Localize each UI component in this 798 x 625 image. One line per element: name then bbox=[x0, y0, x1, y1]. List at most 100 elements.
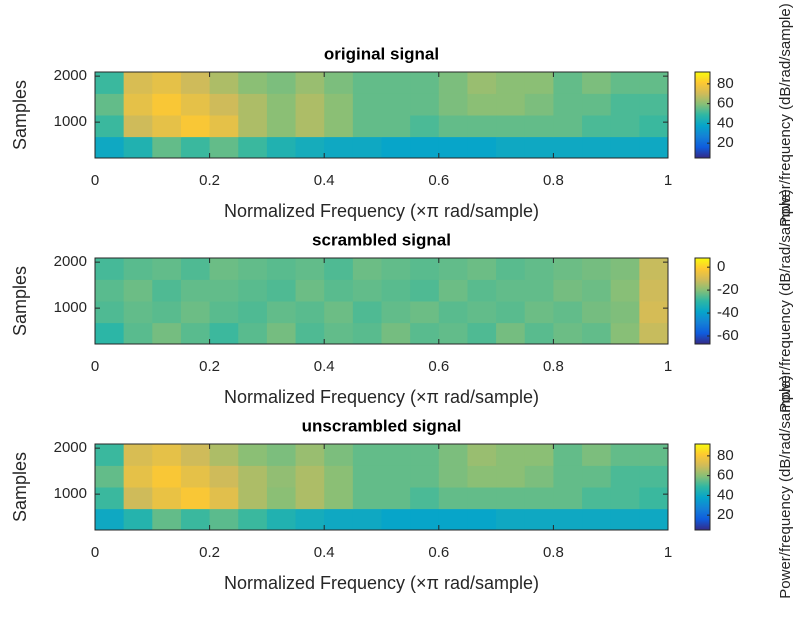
heatmap-cell bbox=[467, 115, 497, 138]
heatmap-cell bbox=[467, 136, 497, 159]
heatmap-cell bbox=[238, 258, 268, 280]
heatmap-cell bbox=[610, 72, 640, 94]
heatmap-cell bbox=[180, 115, 211, 138]
heatmap-cell bbox=[95, 115, 125, 138]
y-tick-label: 2000 bbox=[54, 253, 87, 270]
heatmap-cell bbox=[266, 279, 297, 302]
heatmap-cell bbox=[410, 136, 440, 159]
heatmap-cell bbox=[438, 508, 468, 531]
heatmap-cell bbox=[352, 322, 382, 345]
heatmap-cell bbox=[324, 322, 354, 345]
heatmap-cell bbox=[295, 301, 325, 324]
heatmap-cell bbox=[410, 444, 440, 466]
heatmap-cell bbox=[553, 444, 583, 466]
heatmap-cell bbox=[152, 508, 182, 531]
colorbar-tick-label: 40 bbox=[717, 486, 734, 503]
heatmap-cell bbox=[438, 301, 468, 324]
heatmap-cell bbox=[95, 72, 125, 94]
heatmap-cell bbox=[610, 258, 640, 280]
colorbar-tick-label: -20 bbox=[717, 281, 739, 298]
heatmap-cell bbox=[324, 301, 354, 324]
heatmap-cell bbox=[180, 444, 211, 466]
heatmap-cell bbox=[295, 136, 325, 159]
heatmap-cell bbox=[180, 508, 211, 531]
heatmap-cell bbox=[295, 93, 325, 116]
heatmap-cell bbox=[209, 301, 239, 324]
heatmap-cell bbox=[438, 72, 468, 94]
x-tick-label: 0.6 bbox=[428, 544, 449, 561]
x-tick-label: 0.6 bbox=[428, 358, 449, 375]
heatmap-cell bbox=[95, 258, 125, 280]
heatmap-cell bbox=[639, 258, 669, 280]
heatmap-cell bbox=[610, 93, 640, 116]
x-tick-label: 0.2 bbox=[199, 358, 220, 375]
heatmap-cell bbox=[152, 72, 182, 94]
heatmap-cell bbox=[238, 136, 268, 159]
y-tick-label: 1000 bbox=[54, 113, 87, 130]
x-tick-label: 0.2 bbox=[199, 172, 220, 189]
heatmap-cell bbox=[610, 465, 640, 488]
heatmap-cell bbox=[95, 487, 125, 510]
heatmap-cell bbox=[180, 72, 211, 94]
heatmap-cell bbox=[610, 279, 640, 302]
y-tick-label: 1000 bbox=[54, 299, 87, 316]
heatmap-cell bbox=[209, 444, 239, 466]
x-tick-label: 1 bbox=[664, 172, 672, 189]
heatmap-cell bbox=[553, 72, 583, 94]
heatmap-cell bbox=[524, 93, 554, 116]
heatmap-cell bbox=[524, 301, 554, 324]
x-axis-label: Normalized Frequency (×π rad/sample) bbox=[224, 201, 539, 221]
heatmap-cell bbox=[410, 465, 440, 488]
x-tick-label: 0.8 bbox=[543, 172, 564, 189]
heatmap-cell bbox=[180, 258, 211, 280]
heatmap-cell bbox=[324, 115, 354, 138]
heatmap-cell bbox=[180, 322, 211, 345]
heatmap-cell bbox=[123, 301, 153, 324]
colorbar-tick-label: 0 bbox=[717, 258, 725, 275]
heatmap-cell bbox=[524, 322, 554, 345]
chart-title: original signal bbox=[324, 44, 439, 63]
heatmap-cell bbox=[352, 115, 382, 138]
heatmap-cell bbox=[553, 487, 583, 510]
heatmap-cell bbox=[438, 465, 468, 488]
heatmap-cell bbox=[180, 301, 211, 324]
heatmap-cell bbox=[582, 322, 612, 345]
colorbar-tick-label: 80 bbox=[717, 75, 734, 92]
heatmap-cell bbox=[524, 279, 554, 302]
heatmap-cell bbox=[238, 487, 268, 510]
heatmap-cell bbox=[123, 258, 153, 280]
heatmap bbox=[95, 444, 669, 531]
heatmap-cell bbox=[639, 322, 669, 345]
heatmap bbox=[95, 72, 669, 159]
y-tick-label: 2000 bbox=[54, 439, 87, 456]
heatmap-cell bbox=[209, 136, 239, 159]
heatmap-cell bbox=[209, 279, 239, 302]
heatmap-cell bbox=[410, 508, 440, 531]
heatmap-cell bbox=[381, 301, 411, 324]
heatmap-cell bbox=[524, 136, 554, 159]
heatmap-cell bbox=[152, 136, 182, 159]
colorbar-tick-label: -40 bbox=[717, 304, 739, 321]
heatmap-cell bbox=[295, 72, 325, 94]
heatmap-cell bbox=[467, 279, 497, 302]
heatmap-cell bbox=[152, 301, 182, 324]
heatmap-cell bbox=[152, 258, 182, 280]
heatmap-cell bbox=[381, 322, 411, 345]
chart-title: scrambled signal bbox=[312, 230, 451, 249]
heatmap-cell bbox=[467, 508, 497, 531]
heatmap-cell bbox=[582, 508, 612, 531]
heatmap-cell bbox=[352, 258, 382, 280]
heatmap-cell bbox=[152, 115, 182, 138]
heatmap-cell bbox=[266, 487, 297, 510]
heatmap-cell bbox=[524, 508, 554, 531]
heatmap-cell bbox=[295, 279, 325, 302]
heatmap-cell bbox=[123, 444, 153, 466]
heatmap-cell bbox=[352, 72, 382, 94]
heatmap-cell bbox=[639, 136, 669, 159]
heatmap-cell bbox=[438, 444, 468, 466]
heatmap-cell bbox=[496, 444, 526, 466]
heatmap bbox=[95, 258, 669, 345]
heatmap-cell bbox=[324, 72, 354, 94]
heatmap-cell bbox=[410, 487, 440, 510]
x-tick-label: 0 bbox=[91, 544, 99, 561]
